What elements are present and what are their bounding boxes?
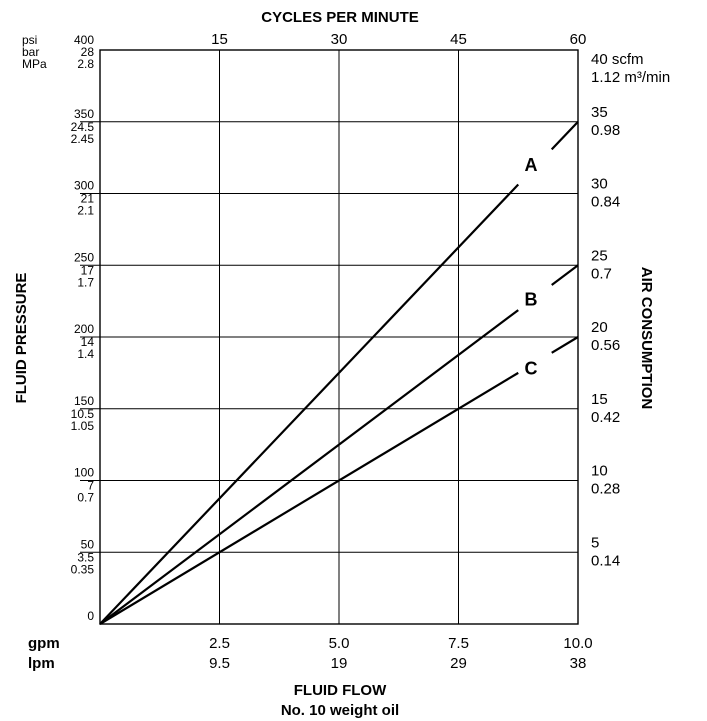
right-top-scfm: 40 scfm bbox=[591, 51, 644, 68]
series-line-a bbox=[99, 183, 520, 625]
series-line-a-end bbox=[550, 120, 579, 151]
series-label-a: A bbox=[524, 155, 537, 175]
left-tick-mpa: 2.1 bbox=[77, 204, 94, 218]
left-tick-psi: 300 bbox=[74, 179, 94, 193]
right-tick-m3: 0.14 bbox=[591, 552, 620, 569]
left-tick-psi: 200 bbox=[74, 322, 94, 336]
right-tick-m3: 0.56 bbox=[591, 337, 620, 354]
x-unit-gpm: gpm bbox=[28, 635, 60, 652]
right-tick-scfm: 35 bbox=[591, 104, 608, 121]
grid-lines bbox=[80, 50, 578, 624]
left-tick-mpa: 0.7 bbox=[77, 491, 94, 505]
series-line-b bbox=[99, 309, 519, 625]
left-unit-label: bar bbox=[22, 45, 39, 59]
right-tick-m3: 0.7 bbox=[591, 265, 612, 282]
series-layer bbox=[99, 120, 579, 625]
x-tick-lpm: 38 bbox=[570, 655, 587, 672]
left-tick-bar: 21 bbox=[81, 192, 95, 206]
text-layer: 15 30 45 60 gpm lpm 2.5 5.0 7.5 10.0 9.5 19 29 38 psib… bbox=[22, 31, 670, 672]
right-tick-scfm: 5 bbox=[591, 534, 599, 551]
series-label-b: B bbox=[524, 290, 537, 310]
right-tick-m3: 0.98 bbox=[591, 122, 620, 139]
left-unit-label: psi bbox=[22, 33, 37, 47]
series-line-b-end bbox=[551, 264, 579, 286]
left-tick-psi: 250 bbox=[74, 250, 94, 264]
x-axis-subtitle: No. 10 weight oil bbox=[281, 702, 399, 719]
right-tick-scfm: 25 bbox=[591, 247, 608, 264]
left-unit-label: MPa bbox=[22, 57, 47, 71]
left-tick-psi: 150 bbox=[74, 394, 94, 408]
x-unit-lpm: lpm bbox=[28, 655, 55, 672]
left-tick-bar: 28 bbox=[81, 45, 95, 59]
left-tick-mpa: 2.45 bbox=[71, 132, 95, 146]
x-tick-gpm: 7.5 bbox=[448, 635, 469, 652]
right-tick-scfm: 20 bbox=[591, 319, 608, 336]
x-tick-gpm: 10.0 bbox=[563, 635, 592, 652]
left-tick-psi: 400 bbox=[74, 33, 94, 47]
top-tick-label: 60 bbox=[570, 31, 587, 48]
right-tick-scfm: 30 bbox=[591, 176, 608, 193]
left-tick-mpa: 1.4 bbox=[77, 347, 94, 361]
left-tick-mpa: 0.35 bbox=[71, 562, 95, 576]
left-tick-bar: 10.5 bbox=[71, 407, 95, 421]
top-axis-title: CYCLES PER MINUTE bbox=[261, 9, 419, 26]
series-line-c bbox=[99, 371, 519, 625]
left-tick-bar: 7 bbox=[87, 479, 94, 493]
right-tick-scfm: 10 bbox=[591, 463, 608, 480]
x-tick-lpm: 9.5 bbox=[209, 655, 230, 672]
top-tick-label: 45 bbox=[450, 31, 467, 48]
left-axis-title: FLUID PRESSURE bbox=[13, 273, 30, 404]
x-tick-gpm: 5.0 bbox=[329, 635, 350, 652]
top-tick-label: 15 bbox=[211, 31, 228, 48]
series-line-c-end bbox=[551, 336, 579, 354]
left-tick-psi: 350 bbox=[74, 107, 94, 121]
x-tick-lpm: 19 bbox=[331, 655, 348, 672]
left-tick-bar: 14 bbox=[81, 335, 95, 349]
left-tick-psi: 50 bbox=[81, 537, 95, 551]
left-tick-psi: 0 bbox=[87, 609, 94, 623]
left-tick-mpa: 2.8 bbox=[77, 57, 94, 71]
left-tick-bar: 24.5 bbox=[71, 120, 95, 134]
x-tick-lpm: 29 bbox=[450, 655, 467, 672]
right-tick-m3: 0.28 bbox=[591, 481, 620, 498]
left-tick-mpa: 1.7 bbox=[77, 275, 94, 289]
right-top-m3: 1.12 m³/min bbox=[591, 69, 670, 86]
right-tick-m3: 0.84 bbox=[591, 194, 620, 211]
series-label-c: C bbox=[524, 359, 537, 379]
top-tick-label: 30 bbox=[331, 31, 348, 48]
right-axis-title: AIR CONSUMPTION bbox=[638, 267, 655, 410]
left-tick-bar: 3.5 bbox=[77, 550, 94, 564]
left-tick-bar: 17 bbox=[81, 263, 95, 277]
right-tick-m3: 0.42 bbox=[591, 409, 620, 426]
x-axis-title: FLUID FLOW bbox=[294, 682, 387, 699]
left-tick-mpa: 1.05 bbox=[71, 419, 95, 433]
x-tick-gpm: 2.5 bbox=[209, 635, 230, 652]
right-tick-scfm: 15 bbox=[591, 391, 608, 408]
left-tick-psi: 100 bbox=[74, 466, 94, 480]
